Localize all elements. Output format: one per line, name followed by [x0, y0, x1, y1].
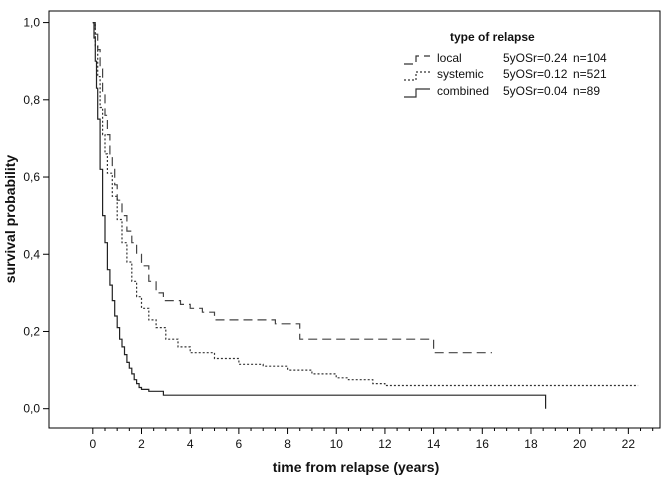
x-tick-label: 18: [524, 437, 538, 451]
x-tick-label: 14: [427, 437, 441, 451]
y-tick-label: 0,4: [23, 247, 40, 261]
legend-stat: 5yOSr=0.04: [503, 84, 568, 98]
legend-n: n=521: [573, 67, 607, 81]
y-tick-label: 0,0: [23, 402, 40, 416]
axis-layer: 0 2 4 6 8 10 12 14 16 18 20 22 0,0 0,2 0,4 0,6 0,8 1,0: [23, 16, 654, 451]
legend-stat: 5yOSr=0.24: [503, 51, 568, 65]
plot-frame: [48, 10, 661, 429]
legend-n: n=89: [573, 84, 600, 98]
x-tick-label: 12: [378, 437, 392, 451]
legend-label: combined: [437, 84, 489, 98]
series-line-combined: [92, 22, 547, 409]
x-tick-label: 10: [330, 437, 344, 451]
x-tick-label: 6: [236, 437, 243, 451]
y-tick-label: 0,2: [23, 324, 40, 338]
x-tick-label: 4: [187, 437, 194, 451]
legend-n: n=104: [573, 51, 607, 65]
y-tick-label: 0,8: [23, 93, 40, 107]
series-line-local: [92, 22, 492, 354]
legend-title: type of relapse: [450, 30, 535, 44]
legend-swatch-systemic: [404, 71, 430, 81]
x-tick-label: 2: [138, 437, 145, 451]
x-tick-label: 0: [89, 437, 96, 451]
y-axis-title: survival probability: [2, 155, 18, 284]
y-tick-label: 0,6: [23, 170, 40, 184]
x-tick-label: 20: [573, 437, 587, 451]
legend-swatch-combined: [404, 88, 430, 98]
series-line-systemic: [92, 22, 639, 387]
legend-label: local: [437, 51, 462, 65]
y-tick-label: 1,0: [23, 16, 40, 30]
series-layer: [92, 22, 639, 409]
x-axis-title: time from relapse (years): [273, 459, 440, 475]
x-tick-label: 16: [476, 437, 490, 451]
x-tick-label: 22: [622, 437, 636, 451]
x-tick-label: 8: [284, 437, 291, 451]
legend-label: systemic: [437, 67, 484, 81]
legend-swatch-local: [404, 55, 430, 65]
legend-stat: 5yOSr=0.12: [503, 67, 568, 81]
legend: type of relapse local 5yOSr=0.24 n=104 syst…: [404, 30, 607, 98]
